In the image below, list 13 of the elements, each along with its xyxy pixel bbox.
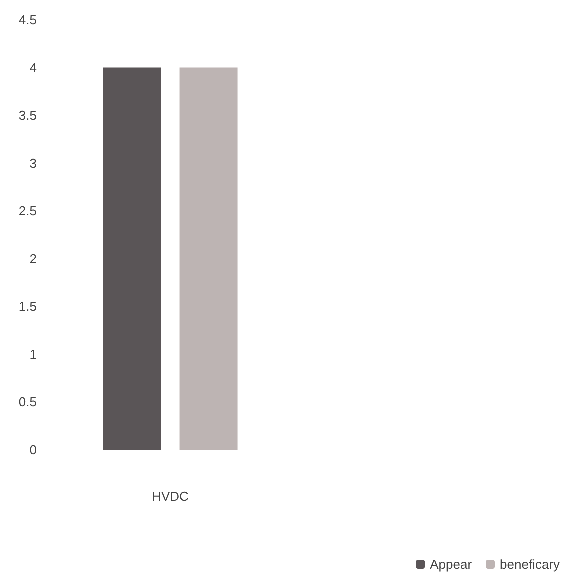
y-tick-label: 0: [30, 442, 37, 458]
y-tick-label: 2.5: [18, 204, 37, 219]
y-tick-label: 3.5: [18, 108, 37, 124]
legend-label: Appear: [430, 557, 473, 572]
y-tick-label: 0.5: [18, 394, 37, 410]
y-tick-label: 2: [30, 251, 37, 266]
y-tick-label: 3: [30, 156, 37, 171]
y-tick-label: 4.5: [18, 12, 37, 28]
x-tick-label: HVDC: [152, 489, 189, 504]
y-tick-label: 1: [30, 346, 37, 362]
legend-label: beneficary: [500, 557, 560, 572]
y-tick-label: 4: [30, 60, 37, 76]
y-tick-label: 1.5: [18, 299, 37, 314]
